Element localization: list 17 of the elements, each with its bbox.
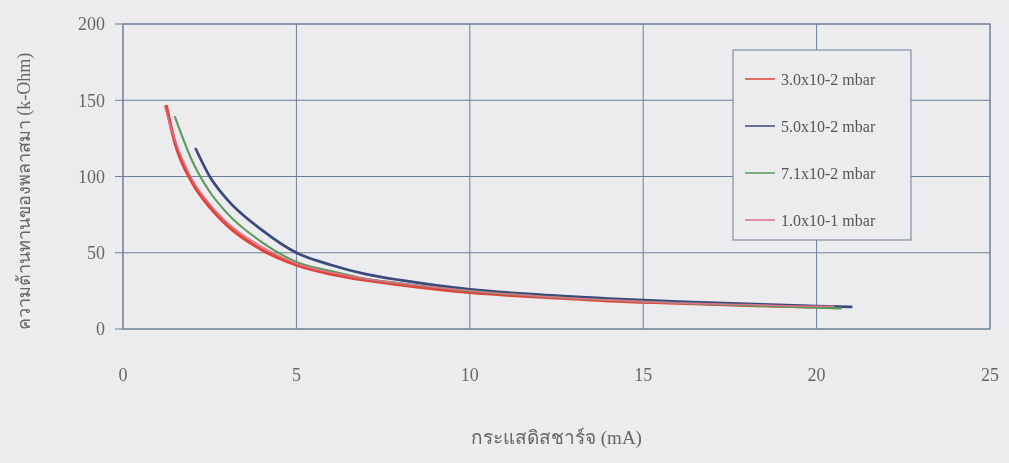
x-tick-label: 5 xyxy=(291,365,301,385)
x-tick-label: 25 xyxy=(981,365,999,385)
x-tick-label: 0 xyxy=(118,365,128,385)
legend-label: 5.0x10-2 mbar xyxy=(781,117,876,135)
legend-label: 7.1x10-2 mbar xyxy=(781,164,876,182)
x-tick-label: 15 xyxy=(634,365,653,385)
legend-label: 3.0x10-2 mbar xyxy=(781,70,876,88)
x-tick-label: 10 xyxy=(460,365,479,385)
y-axis-title: ความต้านทานของพลาสมา (k-Ohm) xyxy=(14,52,35,331)
legend-label: 1.0x10-1 mbar xyxy=(781,211,876,229)
y-tick-label: 200 xyxy=(78,14,105,35)
x-tick-label: 20 xyxy=(807,365,826,385)
y-tick-label: 150 xyxy=(78,90,105,111)
x-axis-title: กระแสดิสชาร์จ (mA) xyxy=(471,427,642,449)
y-tick-label: 100 xyxy=(78,166,105,187)
y-tick-label: 0 xyxy=(96,319,105,340)
y-tick-label: 50 xyxy=(87,243,105,264)
